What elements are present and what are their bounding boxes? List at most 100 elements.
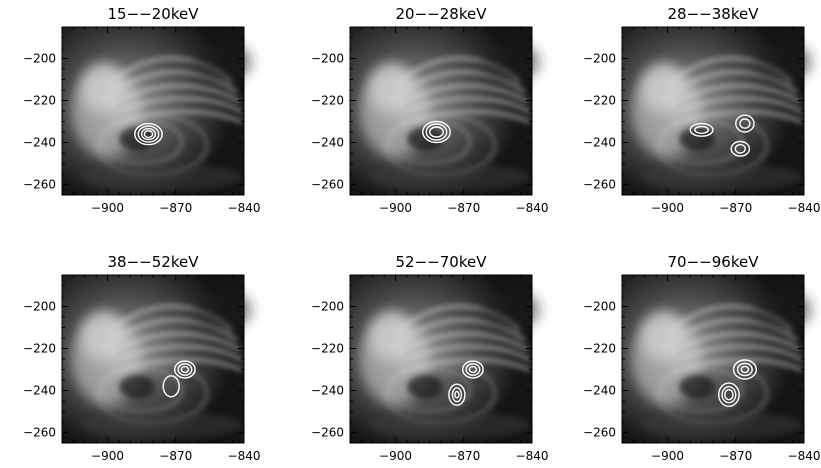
x-tick-label: −840 (788, 449, 821, 463)
panel-title: 20−−28keV (396, 5, 488, 23)
y-tick-label: −240 (23, 136, 56, 150)
contour-line (143, 129, 154, 139)
x-tick-label: −870 (159, 201, 192, 215)
solar-image (62, 27, 252, 195)
contour-line (162, 375, 180, 398)
contour-group-1 (174, 360, 196, 379)
panel-4: −900 −870 −840 −200 −220 −240 −260 38−−52keV (23, 253, 260, 463)
y-tick-label: −200 (311, 52, 344, 66)
contour-line (740, 365, 750, 374)
x-tick-label: −900 (379, 449, 412, 463)
y-tick-label: −220 (583, 342, 616, 356)
x-tick-label: −870 (719, 449, 752, 463)
y-tick-label: −240 (583, 136, 616, 150)
contour-line (694, 125, 710, 135)
y-tick-label: −260 (23, 426, 56, 440)
contour-line (468, 365, 478, 374)
contour-line (451, 387, 463, 403)
y-tick-label: −240 (311, 136, 344, 150)
x-tick-label: −870 (719, 201, 752, 215)
contour-group-2 (735, 114, 755, 133)
contour-group-1 (422, 120, 451, 144)
contour-group-1 (689, 122, 714, 137)
contour-line (689, 122, 714, 137)
y-tick-label: −200 (583, 300, 616, 314)
solar-image (350, 27, 540, 195)
x-tick-label: −840 (516, 449, 549, 463)
contour-line (448, 383, 466, 406)
y-tick-label: −240 (23, 384, 56, 398)
contour-line (428, 126, 444, 138)
panel-6: −900 −870 −840 −200 −220 −240 −260 70−−96keV (583, 253, 820, 463)
y-tick-label: −200 (23, 300, 56, 314)
x-tick-label: −840 (228, 449, 261, 463)
contour-group-2 (718, 382, 740, 407)
x-tick-label: −870 (447, 201, 480, 215)
contour-line (462, 360, 484, 379)
y-tick-label: −200 (583, 52, 616, 66)
x-tick-label: −870 (159, 449, 192, 463)
x-tick-label: −870 (447, 449, 480, 463)
y-tick-label: −220 (311, 342, 344, 356)
contour-line (425, 123, 448, 141)
panel-title: 70−−96keV (668, 253, 760, 271)
y-tick-label: −200 (311, 300, 344, 314)
solar-image (350, 275, 540, 443)
y-tick-label: −260 (23, 178, 56, 192)
x-tick-label: −900 (651, 201, 684, 215)
contour-line (180, 365, 190, 374)
y-tick-label: −240 (311, 384, 344, 398)
contour-line (140, 127, 156, 141)
panel-title: 28−−38keV (668, 5, 760, 23)
x-tick-label: −900 (91, 201, 124, 215)
contour-line (734, 143, 747, 154)
y-tick-label: −260 (311, 178, 344, 192)
contour-line (422, 120, 451, 144)
x-tick-label: −900 (91, 449, 124, 463)
contour-group-1 (462, 360, 484, 379)
x-tick-label: −900 (379, 201, 412, 215)
contour-group-2 (162, 375, 180, 398)
panel-1: −900 −870 −840 −200 −220 −240 −260 15−−20keV (23, 5, 260, 215)
solar-image (622, 275, 812, 443)
solar-image (62, 275, 252, 443)
contour-group-2 (448, 383, 466, 406)
contour-line (174, 360, 196, 379)
panel-title: 38−−52keV (108, 253, 200, 271)
y-tick-label: −240 (583, 384, 616, 398)
contour-line (134, 122, 163, 146)
y-tick-label: −220 (583, 94, 616, 108)
x-tick-label: −840 (228, 201, 261, 215)
contour-line (735, 114, 755, 133)
contour-group-3 (730, 140, 751, 157)
contour-group-1 (134, 122, 163, 146)
panel-title: 15−−20keV (108, 5, 200, 23)
y-tick-label: −220 (23, 94, 56, 108)
contour-line (730, 140, 751, 157)
contour-line (732, 359, 757, 380)
contour-line (724, 388, 734, 401)
y-tick-label: −220 (23, 342, 56, 356)
y-tick-label: −220 (311, 94, 344, 108)
contour-line (177, 363, 193, 376)
solar-image (622, 27, 812, 195)
contour-line (718, 382, 740, 407)
y-tick-label: −260 (583, 426, 616, 440)
y-tick-label: −260 (311, 426, 344, 440)
panel-3: −900 −870 −840 −200 −220 −240 −260 28−−38keV (583, 5, 820, 215)
contour-line (721, 385, 737, 404)
contour-line (465, 363, 481, 376)
panel-2: −900 −870 −840 −200 −220 −240 −260 20−−28keV (311, 5, 548, 215)
y-tick-label: −260 (583, 178, 616, 192)
contour-line (454, 390, 460, 399)
y-tick-label: −200 (23, 52, 56, 66)
x-tick-label: −840 (516, 201, 549, 215)
panel-title: 52−−70keV (396, 253, 488, 271)
contour-line (137, 125, 160, 143)
contour-group-1 (732, 359, 757, 380)
contour-line (739, 118, 751, 129)
contour-line (736, 362, 753, 377)
panel-5: −900 −870 −840 −200 −220 −240 −260 52−−70keV (311, 253, 548, 463)
x-tick-label: −900 (651, 449, 684, 463)
